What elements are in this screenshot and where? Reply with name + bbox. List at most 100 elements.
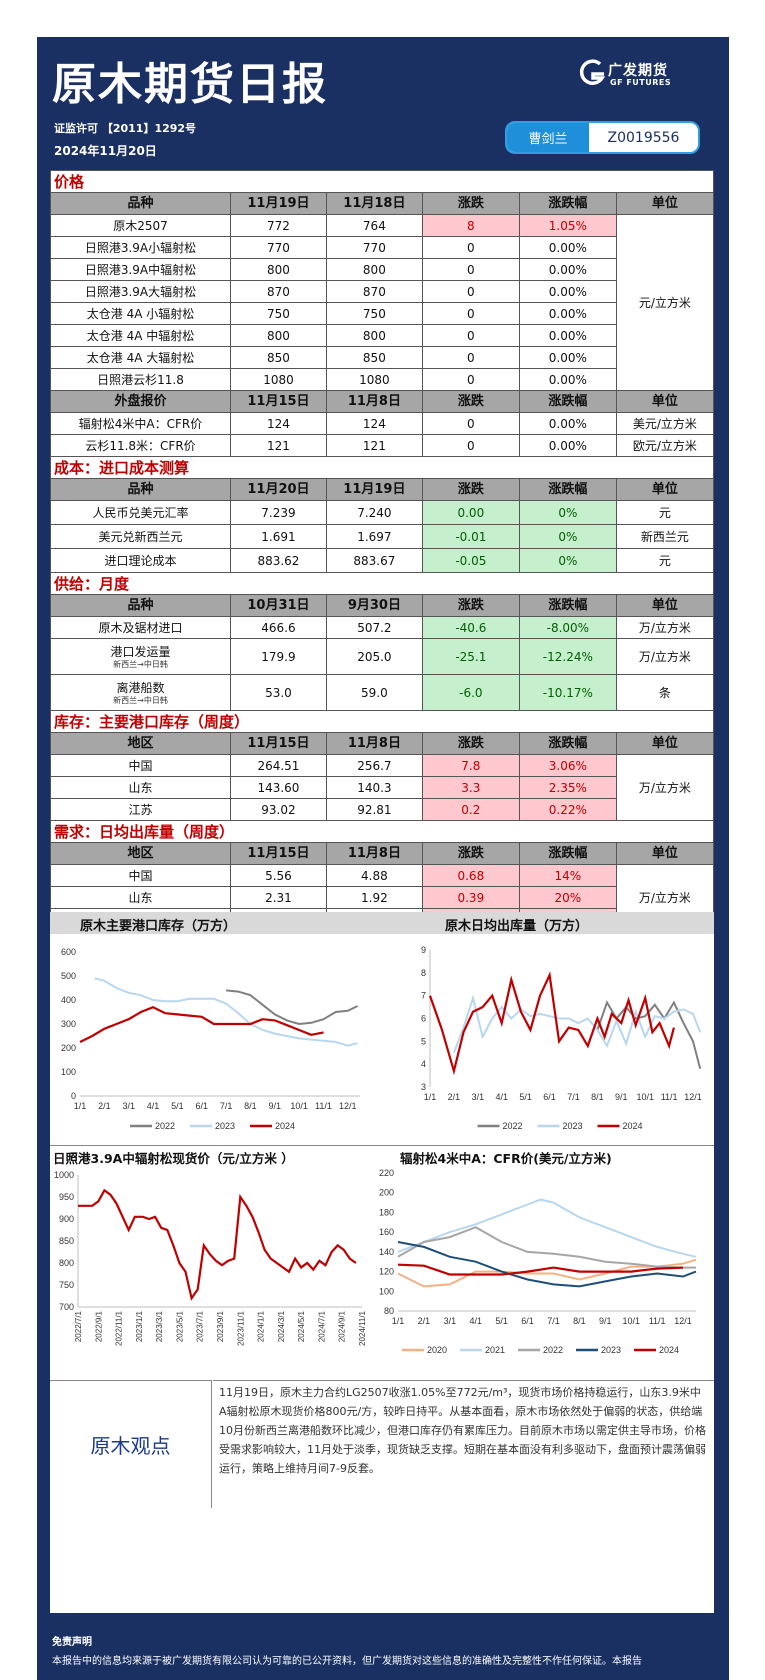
x-tick-label: 4/1 — [469, 1316, 482, 1326]
table-row: 离港船数 新西兰→中日韩 53.0 59.0 -6.0 -10.17% 条 — [50, 674, 715, 711]
x-tick-label: 2024/9/1 — [338, 1310, 347, 1342]
table-row: 江苏 93.02 92.81 0.2 0.22% — [50, 798, 714, 821]
change-value: 0.39 — [421, 886, 520, 909]
value-current: 264.51 — [230, 754, 327, 777]
divider — [50, 1145, 714, 1146]
y-tick-label: 800 — [59, 1258, 74, 1268]
change-value: 0 — [421, 302, 520, 325]
spot-price-chart: 700 750 800 850 900 950 1000 2022/7/1 2022/9/1 20… — [54, 1170, 367, 1346]
y-tick-label: 700 — [59, 1302, 74, 1312]
value-previous: 800 — [325, 258, 423, 281]
change-percent: 0.00% — [518, 368, 617, 391]
region-name: 中国 — [50, 864, 231, 887]
region-name: 山东 — [50, 776, 231, 799]
x-tick-label: 2023/7/1 — [196, 1310, 205, 1342]
table-cell: 0 — [421, 434, 520, 457]
column-header: 11月18日 — [325, 192, 423, 215]
column-header: 涨跌幅 — [518, 478, 617, 501]
item-name: 太仓港 4A 大辐射松 — [50, 346, 231, 369]
x-tick-label: 4/1 — [495, 1092, 508, 1102]
value-previous: 1.697 — [325, 524, 423, 549]
value-previous: 1080 — [325, 368, 423, 391]
legend-label-2022: 2022 — [503, 1121, 523, 1131]
table-cell: 124 — [230, 412, 327, 435]
change-percent: 0.00% — [518, 258, 617, 281]
value-current: 466.6 — [230, 616, 327, 639]
unit-cell: 新西兰元 — [615, 524, 715, 549]
y-tick-label: 4 — [421, 1059, 426, 1069]
disclaimer-text: 本报告中的信息均来源于被广发期货有限公司认为可靠的已公开资料，但广发期货对这些信… — [52, 1656, 642, 1667]
series-line-2022 — [397, 1226, 696, 1269]
column-header: 涨跌幅 — [518, 732, 617, 755]
column-header: 11月15日 — [230, 732, 327, 755]
value-previous: 850 — [325, 346, 423, 369]
x-tick-label: 1/1 — [424, 1092, 437, 1102]
change-percent: 0.00% — [518, 346, 617, 369]
item-name: 离港船数 新西兰→中日韩 — [50, 674, 231, 711]
y-tick-label: 100 — [61, 1067, 76, 1077]
analyst-code: Z0019556 — [607, 129, 680, 146]
x-tick-label: 5/1 — [519, 1092, 532, 1102]
gf-logo-icon — [579, 59, 606, 85]
column-header: 涨跌 — [421, 478, 520, 501]
column-header: 涨跌 — [421, 594, 520, 617]
y-tick-label: 0 — [71, 1091, 76, 1101]
column-header: 单位 — [615, 390, 715, 413]
y-tick-label: 850 — [59, 1236, 74, 1246]
value-current: 883.62 — [230, 548, 327, 573]
table-row: 辐射松4米中A：CFR价 124 124 0 0.00% 美元/立方米 — [50, 412, 715, 435]
change-value: -0.01 — [421, 524, 520, 549]
column-header: 11月8日 — [325, 732, 423, 755]
table-row: 原木及锯材进口 466.6 507.2 -40.6 -8.00% 万/立方米 — [50, 616, 715, 639]
column-header: 涨跌幅 — [518, 390, 617, 413]
change-percent: 0% — [518, 548, 617, 573]
table-cell: 121 — [230, 434, 327, 457]
value-current: 800 — [230, 324, 327, 347]
column-header: 品种 — [50, 594, 231, 617]
change-percent: 0% — [518, 500, 617, 525]
column-header: 品种 — [50, 478, 231, 501]
x-tick-label: 10/1 — [290, 1101, 308, 1111]
report-panel: 价格 品种 11月19日 11月18日 涨跌 涨跌幅 单位 原木2507 772 764 8 1.05… — [50, 170, 715, 1613]
value-current: 850 — [230, 346, 327, 369]
y-tick-label: 80 — [384, 1306, 394, 1316]
table-row: 山东 2.31 1.92 0.39 20% — [50, 886, 714, 909]
value-previous: 883.67 — [325, 548, 423, 573]
table-header-row: 品种 11月19日 11月18日 涨跌 涨跌幅 单位 — [50, 192, 715, 215]
report-date: 2024年11月20日 — [54, 144, 157, 158]
x-tick-label: 11/1 — [315, 1101, 332, 1111]
column-header: 地区 — [50, 842, 231, 865]
y-tick-label: 500 — [61, 971, 76, 981]
item-name: 日照港3.9A大辐射松 — [50, 280, 231, 303]
value-previous: 205.0 — [325, 638, 423, 675]
company-logo: 广发期货 GF FUTURES — [578, 58, 694, 92]
table-cell: 辐射松4米中A：CFR价 — [50, 412, 231, 435]
value-current: 1080 — [230, 368, 327, 391]
y-tick-label: 5 — [421, 1036, 426, 1046]
change-value: 0 — [421, 324, 520, 347]
value-previous: 92.81 — [325, 798, 423, 821]
change-percent: 3.06% — [518, 754, 617, 777]
column-header: 11月20日 — [230, 478, 327, 501]
value-current: 7.239 — [230, 500, 327, 525]
x-tick-label: 3/1 — [122, 1101, 135, 1111]
report-title: 原木期货日报 — [52, 59, 328, 110]
column-header: 10月31日 — [230, 594, 327, 617]
item-label: 离港船数 — [116, 680, 165, 695]
item-name: 港口发运量 新西兰→中日韩 — [50, 638, 231, 675]
table-row: 日照港3.9A大辐射松 870 870 0 0.00% — [50, 280, 714, 303]
y-tick-label: 900 — [59, 1214, 74, 1224]
change-percent: 2.35% — [518, 776, 617, 799]
y-tick-label: 400 — [61, 995, 76, 1005]
table-row: 云杉11.8米：CFR价 121 121 0 0.00% 欧元/立方米 — [50, 434, 715, 457]
y-tick-label: 120 — [379, 1267, 394, 1277]
column-header: 涨跌幅 — [518, 842, 617, 865]
unit-cell: 万/立方米 — [615, 754, 715, 821]
section-title-inventory: 库存：主要港口库存（周度） — [50, 710, 714, 733]
table-row: 进口理论成本 883.62 883.67 -0.05 0% 元 — [50, 548, 715, 573]
x-tick-label: 10/1 — [636, 1092, 654, 1102]
series-line-2024 — [428, 971, 675, 1076]
section-title-price: 价格 — [50, 170, 714, 193]
item-name: 人民币兑美元汇率 — [50, 500, 231, 525]
item-label: 港口发运量 — [110, 644, 171, 659]
